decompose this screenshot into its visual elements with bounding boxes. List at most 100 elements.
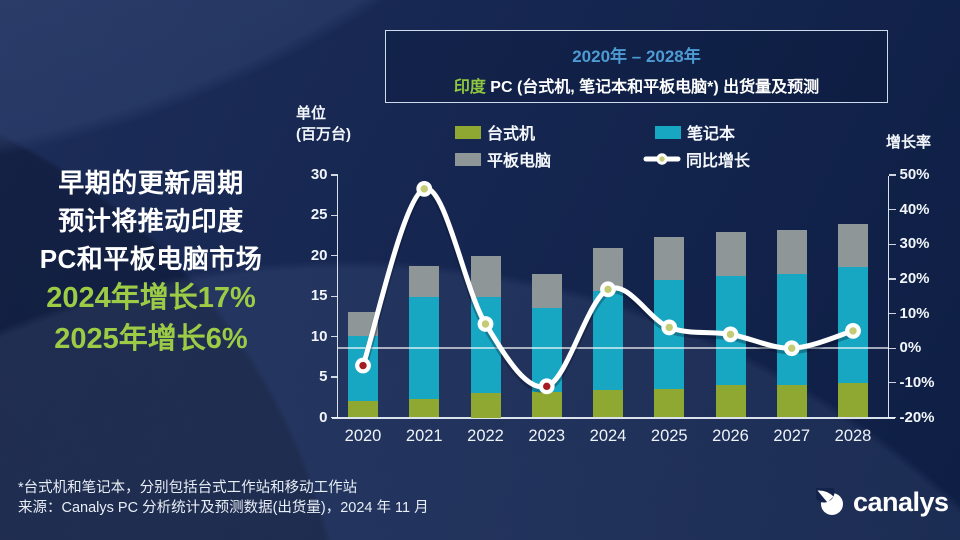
- canalys-logo-icon: [816, 487, 843, 515]
- right-axis-tick-label: 40%: [899, 200, 930, 218]
- bar-segment-notebook: [838, 267, 868, 383]
- left-axis-tick: [330, 376, 338, 378]
- left-axis-tick-label: 25: [310, 206, 328, 224]
- legend-label: 笔记本: [687, 126, 736, 143]
- x-axis-year-label: 2023: [528, 426, 566, 445]
- bar-segment-desktop: [776, 385, 807, 418]
- bar-segment-tablet: [838, 224, 868, 268]
- bar-segment-tablet: [654, 237, 685, 281]
- footnote-asterisk: *台式机和笔记本，分别包括台式工作站和移动工作站: [18, 480, 358, 496]
- left-axis-tick-label: 10: [310, 327, 328, 345]
- left-axis-line: [336, 175, 339, 418]
- right-axis-tick-label: 0%: [899, 339, 922, 357]
- legend-item-3: 平板电脑: [455, 151, 551, 170]
- chart-title-rest: PC (台式机, 笔记本和平板电脑*) 出货量及预测: [485, 79, 820, 96]
- bar-segment-tablet: [470, 255, 501, 298]
- left-axis-tick: [330, 174, 338, 176]
- bar-segment-tablet: [531, 273, 562, 309]
- bar-segment-desktop: [654, 389, 685, 418]
- legend-swatch-icon: [655, 125, 681, 139]
- chart-period: 2020年 – 2028年: [572, 47, 701, 66]
- right-axis-tick-label: 50%: [899, 166, 930, 183]
- canalys-logo-text: canalys: [853, 487, 949, 517]
- headline-block: 早期的更新周期 预计将推动印度 PC和平板电脑市场 2024年增长17% 202…: [2, 164, 300, 360]
- chart-title-region: 印度: [453, 79, 486, 96]
- right-axis-tick: [888, 209, 896, 211]
- left-axis-tick: [330, 295, 338, 297]
- bar-segment-notebook: [715, 276, 746, 386]
- left-axis-tick: [330, 336, 338, 338]
- right-axis-tick: [888, 278, 896, 280]
- bar-segment-notebook: [531, 308, 562, 392]
- x-axis-year-label: 2020: [344, 426, 382, 445]
- right-axis-tick: [888, 416, 896, 419]
- right-axis-tick-label: 10%: [899, 304, 930, 322]
- right-axis-tick: [888, 174, 896, 176]
- left-axis-unit-label: 单位 (百万台): [296, 103, 351, 145]
- bar-segment-desktop: [470, 393, 501, 418]
- bar-segment-tablet: [593, 247, 623, 291]
- legend-label: 平板电脑: [487, 153, 552, 170]
- headline-highlight-2025: 2025年增长6%: [54, 323, 248, 355]
- right-axis-tick-label: -10%: [899, 373, 935, 391]
- unit-label-line2: (百万台): [296, 126, 351, 143]
- left-axis-tick-label: 0: [319, 408, 328, 426]
- legend-item-1: 台式机: [455, 124, 535, 143]
- bar-segment-notebook: [470, 297, 501, 394]
- headline-line-1: 早期的更新周期: [58, 168, 244, 198]
- x-axis-year-label: 2027: [773, 426, 811, 445]
- legend-label: 台式机: [487, 126, 536, 143]
- bar-segment-notebook: [593, 290, 623, 390]
- x-axis-year-label: 2026: [712, 426, 749, 445]
- zero-percent-gridline: [337, 347, 889, 349]
- x-axis-year-label: 2024: [589, 426, 627, 445]
- legend-line-marker-icon: [643, 153, 681, 165]
- bar-segment-desktop: [715, 385, 746, 418]
- bar-segment-desktop: [409, 398, 440, 418]
- left-axis-tick-label: 20: [310, 246, 328, 264]
- growth-marker-2021: [416, 180, 433, 197]
- x-axis-year-label: 2025: [650, 426, 688, 445]
- unit-label-line1: 单位: [296, 105, 327, 122]
- bar-segment-tablet: [776, 229, 807, 275]
- bar-segment-desktop: [348, 401, 378, 418]
- right-axis-line: [887, 175, 890, 418]
- bar-segment-desktop: [593, 390, 623, 418]
- headline-highlight-2024: 2024年增长17%: [46, 282, 256, 314]
- x-axis-line: [331, 416, 895, 419]
- left-axis-tick-label: 15: [310, 287, 328, 305]
- bar-segment-notebook: [654, 280, 685, 390]
- legend-swatch-icon: [455, 125, 481, 139]
- legend-item-2: 笔记本: [655, 124, 735, 143]
- bar-segment-notebook: [348, 335, 378, 402]
- right-axis-title: 增长率: [886, 134, 932, 151]
- x-axis-year-label: 2021: [405, 426, 443, 445]
- right-axis-tick-label: 30%: [899, 235, 930, 253]
- bar-segment-desktop: [531, 391, 562, 418]
- bar-segment-desktop: [838, 382, 868, 418]
- left-axis-tick: [330, 416, 338, 419]
- left-axis-tick: [330, 255, 338, 257]
- right-axis-tick-label: 20%: [899, 269, 930, 287]
- chart-title: 印度 PC (台式机, 笔记本和平板电脑*) 出货量及预测: [386, 73, 887, 97]
- left-axis-tick-label: 30: [310, 166, 328, 183]
- right-axis-tick: [888, 312, 896, 315]
- right-axis-tick: [888, 243, 896, 245]
- legend-item-4: 同比增长: [643, 151, 750, 170]
- legend-swatch-icon: [455, 152, 481, 166]
- left-axis-tick-label: 5: [319, 368, 328, 386]
- headline-line-3: PC和平板电脑市场: [39, 244, 263, 274]
- bar-segment-notebook: [776, 274, 807, 386]
- bar-segment-tablet: [715, 232, 746, 277]
- right-axis-tick: [888, 347, 896, 349]
- chart-title-box: 2020年 – 2028年 印度 PC (台式机, 笔记本和平板电脑*) 出货量…: [385, 30, 888, 103]
- bar-segment-tablet: [409, 266, 440, 298]
- footnote-source: 来源：Canalys PC 分析统计及预测数据(出货量)，2024 年 11 月: [18, 500, 429, 516]
- footnote-block: *台式机和笔记本，分别包括台式工作站和移动工作站 来源：Canalys PC 分…: [18, 478, 429, 518]
- headline-line-2: 预计将推动印度: [58, 206, 244, 236]
- x-axis-year-label: 2028: [834, 426, 872, 445]
- left-axis-tick: [330, 214, 338, 216]
- bar-segment-tablet: [348, 312, 378, 336]
- right-axis-tick-label: -20%: [899, 408, 935, 426]
